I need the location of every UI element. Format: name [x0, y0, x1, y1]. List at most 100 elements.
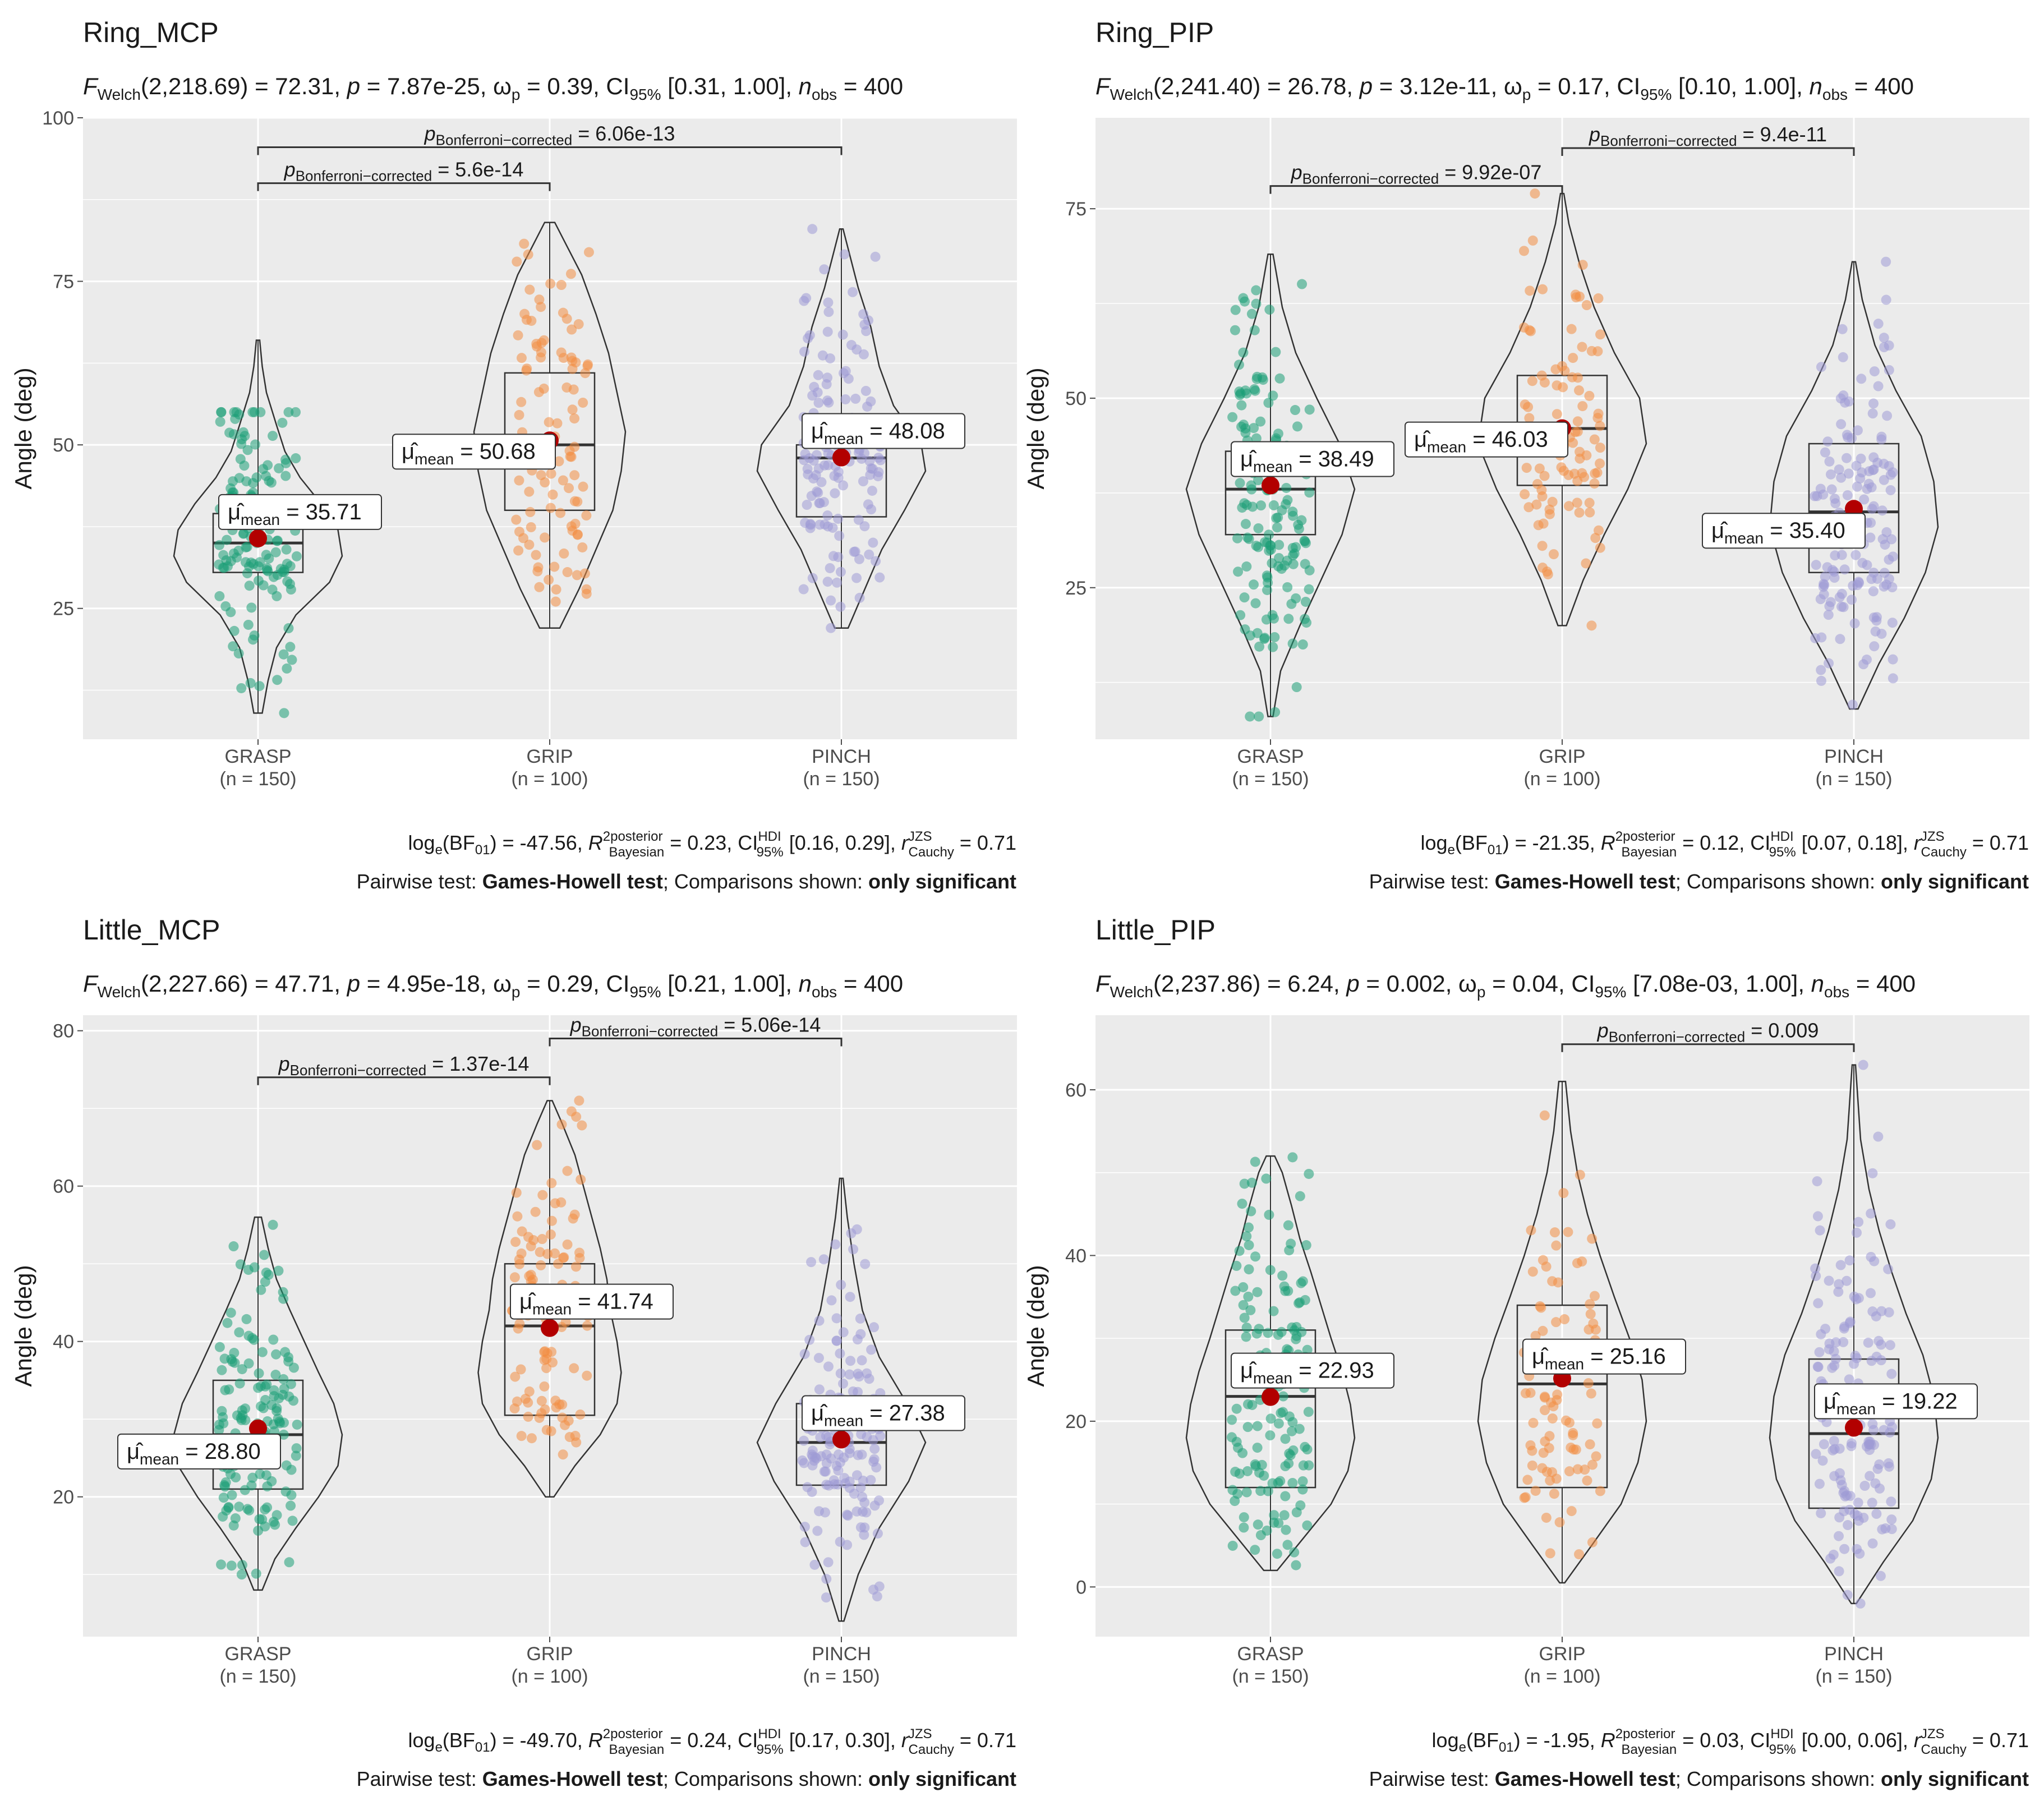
data-point	[523, 1411, 533, 1422]
data-point	[799, 1522, 810, 1532]
data-point	[1240, 296, 1250, 307]
mean-label-box	[218, 494, 382, 530]
y-tick-label: 50	[53, 435, 74, 456]
data-point	[1885, 1340, 1895, 1351]
data-point	[574, 1247, 584, 1258]
mean-point	[832, 1430, 850, 1449]
bayes-caption: loge(BF01) = -49.70, R2posterior Bayesian…	[408, 1726, 1016, 1757]
data-point	[1850, 550, 1861, 560]
data-point	[274, 463, 284, 473]
mean-label-box	[1522, 1338, 1686, 1375]
data-point	[1289, 1547, 1300, 1558]
data-point	[1537, 1325, 1548, 1336]
data-point	[536, 1395, 547, 1406]
data-point	[578, 481, 588, 492]
box	[504, 1263, 596, 1416]
data-point	[813, 370, 823, 380]
data-point	[1259, 1470, 1269, 1481]
data-point	[1255, 1486, 1266, 1496]
data-point	[1859, 1481, 1870, 1491]
group-grip: μ̂mean = 46.03	[1405, 188, 1647, 631]
data-point	[280, 471, 291, 481]
data-point	[1814, 1478, 1825, 1489]
data-point	[1868, 398, 1879, 409]
data-point	[291, 1443, 302, 1454]
data-point	[1527, 1266, 1538, 1277]
data-point	[1838, 352, 1848, 362]
data-point	[1304, 1168, 1314, 1179]
data-point	[1585, 1299, 1595, 1310]
data-point	[569, 1209, 580, 1220]
data-point	[555, 508, 566, 518]
violin	[173, 339, 343, 714]
data-point	[1283, 1220, 1293, 1231]
data-point	[1291, 542, 1301, 552]
violin	[756, 228, 927, 629]
data-point	[286, 1464, 297, 1475]
x-tick-n-label: (n = 150)	[803, 768, 880, 790]
data-point	[229, 1357, 240, 1368]
y-axis-label: Angle (deg)	[10, 1265, 36, 1387]
data-point	[869, 1454, 880, 1464]
data-point	[1291, 1560, 1301, 1570]
data-point	[1824, 1275, 1834, 1286]
data-point	[1829, 1436, 1839, 1447]
data-point	[554, 456, 564, 467]
data-point	[1811, 560, 1821, 570]
data-point	[822, 395, 833, 406]
data-point	[1265, 540, 1276, 551]
data-point	[573, 319, 584, 329]
data-point	[1846, 1441, 1857, 1452]
data-point	[1236, 400, 1247, 411]
data-point	[1835, 393, 1846, 404]
data-point	[814, 1506, 825, 1517]
data-point	[541, 1425, 552, 1435]
data-point	[1854, 1549, 1865, 1559]
data-point	[833, 513, 844, 524]
data-point	[1288, 559, 1299, 569]
y-tick-label: 40	[1065, 1245, 1087, 1266]
data-point	[235, 1259, 246, 1270]
mean-label: μ̂mean = 28.80	[127, 1439, 261, 1468]
data-point	[536, 352, 546, 363]
data-point	[1264, 529, 1274, 540]
data-point	[1234, 386, 1245, 397]
data-point	[1571, 1444, 1581, 1455]
data-point	[1290, 405, 1300, 416]
data-point	[1291, 1334, 1301, 1344]
data-point	[516, 1431, 527, 1441]
data-point	[1523, 502, 1534, 513]
data-point	[1263, 1328, 1273, 1338]
data-point	[512, 1211, 523, 1222]
data-point	[516, 397, 527, 407]
data-point	[807, 573, 818, 583]
mean-label-box	[802, 413, 965, 449]
data-point	[1839, 1506, 1849, 1517]
data-point	[1518, 322, 1529, 333]
data-point	[807, 1486, 817, 1497]
data-point	[804, 1334, 815, 1345]
x-tick-n-label: (n = 150)	[1815, 768, 1892, 790]
data-point	[284, 1557, 294, 1568]
data-point	[1259, 634, 1269, 644]
data-point	[1863, 1337, 1873, 1348]
data-point	[271, 1406, 282, 1416]
data-point	[1265, 1430, 1276, 1441]
data-point	[1247, 1399, 1258, 1410]
data-point	[1537, 1255, 1548, 1265]
y-axis-label: Angle (deg)	[10, 367, 36, 489]
data-point	[1836, 588, 1847, 599]
data-point	[860, 385, 871, 396]
data-point	[1235, 478, 1245, 489]
data-point	[513, 545, 524, 556]
data-point	[835, 566, 846, 577]
data-point	[1304, 584, 1314, 595]
data-point	[1269, 613, 1279, 624]
data-point	[582, 1320, 592, 1331]
data-point	[1250, 1157, 1260, 1167]
data-point	[227, 1490, 237, 1500]
data-point	[849, 1489, 859, 1499]
data-point	[247, 407, 258, 417]
data-point	[1265, 1265, 1276, 1275]
data-point	[851, 1506, 862, 1517]
